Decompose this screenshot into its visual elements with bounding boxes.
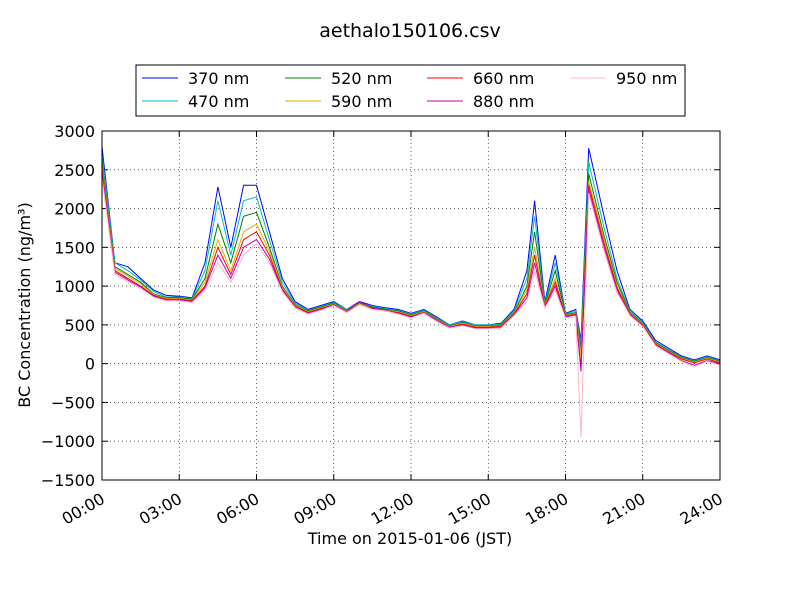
legend-label: 660 nm — [473, 69, 534, 88]
y-axis-label: BC Concentration (ng/m³) — [15, 202, 34, 407]
x-tick-label: 24:00 — [677, 489, 726, 529]
x-tick-label: 00:00 — [59, 489, 108, 529]
legend-label: 880 nm — [473, 92, 534, 111]
y-tick-label: 2500 — [54, 161, 95, 180]
y-tick-label: −1500 — [41, 471, 95, 490]
x-tick-label: 18:00 — [522, 489, 571, 529]
data-line — [102, 177, 720, 438]
legend-label: 370 nm — [188, 69, 249, 88]
legend-label: 470 nm — [188, 92, 249, 111]
data-line — [102, 161, 720, 362]
legend-box — [135, 64, 686, 117]
y-tick-label: −1000 — [41, 432, 95, 451]
data-line — [102, 146, 720, 361]
data-line — [102, 173, 720, 372]
y-tick-label: 2000 — [54, 200, 95, 219]
legend-label: 590 nm — [331, 92, 392, 111]
x-tick-label: 21:00 — [599, 489, 648, 529]
y-tick-label: 3000 — [54, 122, 95, 141]
x-axis-label: Time on 2015-01-06 (JST) — [307, 529, 512, 548]
data-line — [102, 165, 720, 363]
y-tick-label: 500 — [64, 316, 95, 335]
legend-label: 950 nm — [616, 69, 677, 88]
y-tick-label: 0 — [85, 355, 95, 374]
x-tick-label: 06:00 — [213, 489, 262, 529]
legend-label: 520 nm — [331, 69, 392, 88]
plot-frame — [101, 130, 721, 481]
y-tick-label: 1000 — [54, 277, 95, 296]
x-tick-label: 15:00 — [445, 489, 494, 529]
chart-title: aethalo150106.csv — [319, 20, 501, 42]
x-tick-label: 09:00 — [290, 489, 339, 529]
x-tick-label: 03:00 — [136, 489, 185, 529]
data-line — [102, 154, 720, 362]
y-tick-label: −500 — [51, 393, 95, 412]
x-tick-label: 12:00 — [368, 489, 417, 529]
y-tick-label: 1500 — [54, 238, 95, 257]
